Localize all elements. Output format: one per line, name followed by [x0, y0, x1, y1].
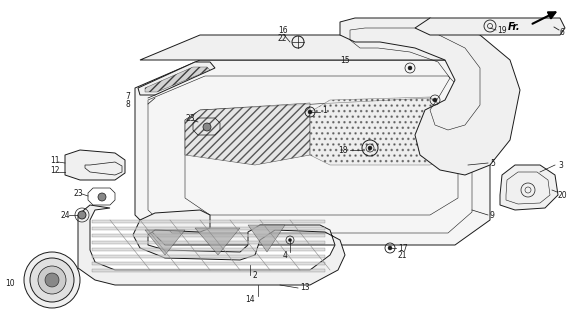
Text: 14: 14	[246, 294, 255, 303]
Circle shape	[368, 146, 372, 150]
Circle shape	[30, 258, 74, 302]
Text: 15: 15	[340, 55, 350, 65]
Text: 9: 9	[490, 211, 495, 220]
Circle shape	[433, 98, 437, 102]
Text: 13: 13	[300, 284, 309, 292]
Circle shape	[98, 193, 106, 201]
Polygon shape	[340, 18, 520, 175]
Text: 8: 8	[125, 100, 130, 108]
Circle shape	[45, 273, 59, 287]
Text: Fr.: Fr.	[507, 22, 520, 32]
Polygon shape	[138, 62, 215, 95]
Text: 21: 21	[398, 252, 408, 260]
Text: 12: 12	[51, 165, 60, 174]
Polygon shape	[145, 67, 210, 92]
Circle shape	[24, 252, 80, 308]
Polygon shape	[92, 248, 325, 251]
Polygon shape	[500, 165, 558, 210]
Text: 19: 19	[497, 26, 507, 35]
Polygon shape	[145, 230, 185, 255]
Text: 1: 1	[322, 106, 327, 115]
Text: 2: 2	[253, 270, 258, 279]
Text: 24: 24	[60, 211, 70, 220]
Circle shape	[388, 246, 392, 250]
Polygon shape	[65, 150, 125, 180]
Text: 18: 18	[339, 146, 348, 155]
Circle shape	[289, 238, 292, 242]
Circle shape	[203, 123, 211, 131]
Polygon shape	[78, 205, 345, 285]
Text: 3: 3	[558, 161, 563, 170]
FancyArrowPatch shape	[532, 12, 555, 24]
Polygon shape	[140, 35, 490, 60]
Circle shape	[78, 211, 86, 219]
Text: 20: 20	[558, 190, 568, 199]
Text: 23: 23	[185, 114, 195, 123]
Circle shape	[408, 66, 412, 70]
Polygon shape	[135, 60, 490, 245]
Text: 7: 7	[125, 92, 130, 100]
Polygon shape	[92, 262, 325, 265]
Text: 16: 16	[278, 26, 288, 35]
Polygon shape	[92, 255, 325, 258]
Text: 6: 6	[560, 28, 565, 36]
Polygon shape	[310, 97, 455, 165]
Polygon shape	[92, 220, 325, 223]
Text: 22: 22	[278, 34, 288, 43]
Polygon shape	[248, 225, 285, 252]
Text: 5: 5	[490, 158, 495, 167]
Polygon shape	[92, 234, 325, 237]
Polygon shape	[195, 228, 240, 255]
Text: 10: 10	[5, 278, 14, 287]
Text: 4: 4	[282, 251, 288, 260]
Circle shape	[308, 110, 312, 114]
Polygon shape	[415, 18, 565, 35]
Text: 23: 23	[74, 188, 83, 197]
Text: 17: 17	[398, 244, 408, 252]
Polygon shape	[92, 227, 325, 230]
Circle shape	[38, 266, 66, 294]
Polygon shape	[92, 241, 325, 244]
Text: 11: 11	[51, 156, 60, 164]
Polygon shape	[185, 103, 310, 165]
Polygon shape	[92, 269, 325, 272]
